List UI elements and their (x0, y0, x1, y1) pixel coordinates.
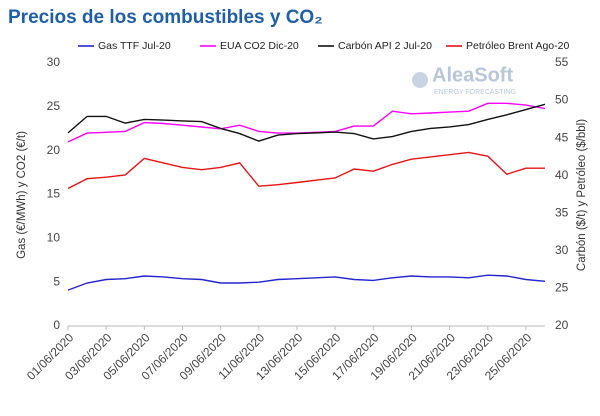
series-line (67, 274, 546, 291)
y-tick-label: 25 (47, 99, 61, 113)
y-tick-label: 0 (53, 318, 60, 332)
series-line (67, 151, 545, 190)
y-tick-label: 30 (47, 55, 61, 69)
y-axis-title: Gas (€/MWh) y CO2 (€/t) (16, 131, 28, 259)
logo: AleaSoft ENERGY FORECASTING (412, 64, 516, 96)
chart-title: Precios de los combustibles y CO₂ (8, 7, 323, 28)
y2-tick-label: 20 (555, 318, 569, 332)
y-tick-label: 15 (47, 187, 61, 201)
logo-text: AleaSoft (432, 64, 513, 86)
series-line (67, 103, 546, 142)
logo-icon (412, 72, 428, 88)
y-tick-label: 20 (47, 143, 61, 157)
y-tick-label: 10 (47, 231, 61, 245)
y2-tick-label: 45 (555, 130, 569, 144)
legend-label: Gas TTF Jul-20 (98, 40, 171, 52)
y2-tick-label: 35 (555, 205, 569, 219)
legend: Gas TTF Jul-20 EUA CO2 Dic-20 Carbón API 2… (78, 40, 569, 52)
y2-tick-label: 55 (555, 55, 569, 69)
y2-tick-label: 25 (555, 281, 569, 295)
y2-tick-label: 30 (555, 243, 569, 257)
y2-tick-label: 40 (555, 168, 569, 182)
legend-label: Carbón API 2 Jul-20 (338, 40, 432, 52)
y2-tick-label: 50 (555, 93, 569, 107)
legend-label: Petróleo Brent Ago-20 (466, 40, 569, 52)
y-tick-label: 5 (53, 274, 60, 288)
legend-label: EUA CO2 Dic-20 (220, 40, 299, 52)
logo-tagline: ENERGY FORECASTING (434, 89, 516, 96)
y2-axis-title: Carbón ($/t) y Petróleo ($/bbl) (576, 119, 588, 271)
